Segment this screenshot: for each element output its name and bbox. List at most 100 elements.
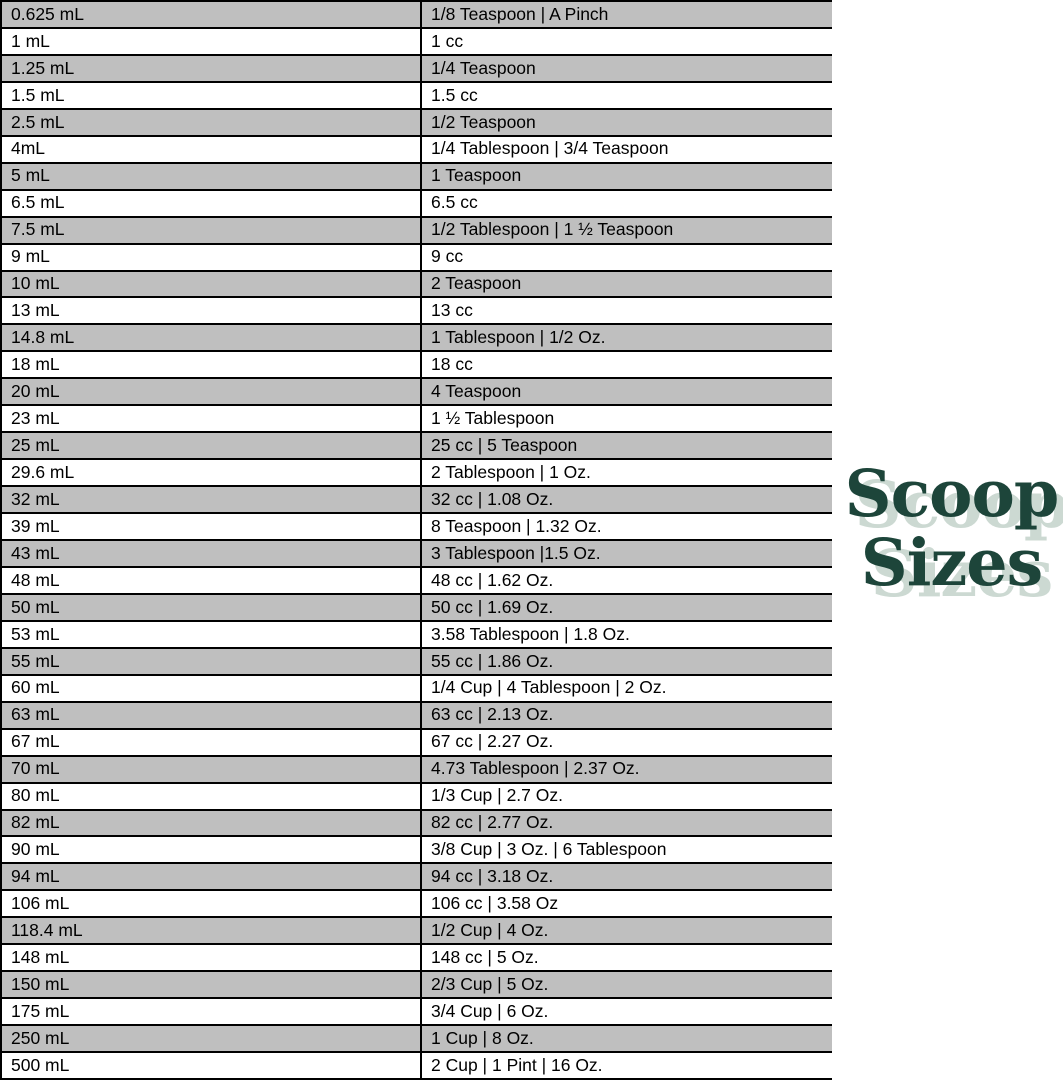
table-row: 80 mL 1/3 Cup | 2.7 Oz. [2,783,832,811]
metric-volume-cell: 148 mL [11,946,70,967]
equivalent-cell: 67 cc | 2.27 Oz. [420,729,832,755]
metric-volume-cell: 2.5 mL [11,111,65,132]
table-row: 118.4 mL 1/2 Cup | 4 Oz. [2,918,832,946]
equivalent-cell: 2/3 Cup | 5 Oz. [420,972,832,998]
metric-volume-cell: 39 mL [11,515,60,536]
table-row: 94 mL 94 cc | 3.18 Oz. [2,864,832,892]
metric-volume-cell: 9 mL [11,246,50,267]
equivalent-cell: 2 Cup | 1 Pint | 16 Oz. [420,1053,832,1078]
equivalent-cell: 6.5 cc [420,190,832,216]
equivalent-cell: 63 cc | 2.13 Oz. [420,702,832,728]
equivalent-cell: 25 cc | 5 Teaspoon [420,433,832,459]
table-row: 9 mL 9 cc [2,244,832,272]
equivalent-cell: 106 cc | 3.58 Oz [420,891,832,917]
metric-volume-cell: 250 mL [11,1027,70,1048]
table-row: 43 mL 3 Tablespoon |1.5 Oz. [2,541,832,568]
table-row: 148 mL 148 cc | 5 Oz. [2,945,832,973]
equivalent-cell: 18 cc [420,352,832,378]
equivalent-cell: 1/2 Cup | 4 Oz. [420,918,832,944]
table-row: 29.6 mL 2 Tablespoon | 1 Oz. [2,460,832,488]
metric-volume-cell: 53 mL [11,623,60,644]
conversion-table: 0.625 mL 1/8 Teaspoon | A Pinch 1 mL 1 cc 1.… [0,0,832,1080]
table-row: 70 mL 4.73 Tablespoon | 2.37 Oz. [2,756,832,784]
table-row: 175 mL 3/4 Cup | 6 Oz. [2,999,832,1027]
table-row: 150 mL 2/3 Cup | 5 Oz. [2,972,832,1000]
table-row: 1 mL 1 cc [2,28,832,56]
table-row: 39 mL 8 Teaspoon | 1.32 Oz. [2,514,832,541]
metric-volume-cell: 25 mL [11,434,60,455]
metric-volume-cell: 63 mL [11,704,60,725]
table-row: 82 mL 82 cc | 2.77 Oz. [2,810,832,838]
equivalent-cell: 3/4 Cup | 6 Oz. [420,999,832,1025]
equivalent-cell: 148 cc | 5 Oz. [420,945,832,971]
metric-volume-cell: 1 mL [11,30,50,51]
metric-volume-cell: 1.25 mL [11,57,75,78]
table-row: 25 mL 25 cc | 5 Teaspoon [2,433,832,461]
equivalent-cell: 94 cc | 3.18 Oz. [420,864,832,890]
metric-volume-cell: 175 mL [11,1000,70,1021]
table-row: 90 mL 3/8 Cup | 3 Oz. | 6 Tablespoon [2,837,832,865]
metric-volume-cell: 43 mL [11,542,60,563]
metric-volume-cell: 13 mL [11,300,60,321]
equivalent-cell: 1 cc [420,28,832,54]
table-row: 10 mL 2 Teaspoon [2,271,832,299]
table-row: 60 mL 1/4 Cup | 4 Tablespoon | 2 Oz. [2,675,832,703]
table-row: 250 mL 1 Cup | 8 Oz. [2,1026,832,1054]
metric-volume-cell: 80 mL [11,785,60,806]
equivalent-cell: 1 Cup | 8 Oz. [420,1026,832,1052]
metric-volume-cell: 5 mL [11,165,50,186]
table-row: 18 mL 18 cc [2,352,832,380]
table-row: 55 mL 55 cc | 1.86 Oz. [2,648,832,676]
metric-volume-cell: 6.5 mL [11,192,65,213]
equivalent-cell: 3 Tablespoon |1.5 Oz. [420,541,832,566]
equivalent-cell: 1/2 Teaspoon [420,109,832,135]
equivalent-cell: 2 Tablespoon | 1 Oz. [420,460,832,486]
equivalent-cell: 1.5 cc [420,82,832,108]
equivalent-cell: 9 cc [420,244,832,270]
metric-volume-cell: 90 mL [11,839,60,860]
table-row: 48 mL 48 cc | 1.62 Oz. [2,567,832,595]
equivalent-cell: 1 ½ Tablespoon [420,406,832,432]
equivalent-cell: 2 Teaspoon [420,271,832,297]
equivalent-cell: 4.73 Tablespoon | 2.37 Oz. [420,756,832,782]
table-row: 0.625 mL 1/8 Teaspoon | A Pinch [2,2,832,29]
table-row: 6.5 mL 6.5 cc [2,190,832,218]
logo-word-sizes: Sizes [860,525,1044,601]
metric-volume-cell: 14.8 mL [11,327,75,348]
table-row: 14.8 mL 1 Tablespoon | 1/2 Oz. [2,325,832,353]
table-row: 500 mL 2 Cup | 1 Pint | 16 Oz. [2,1053,832,1080]
table-row: 67 mL 67 cc | 2.27 Oz. [2,729,832,757]
scoop-sizes-logo: Scoop Sizes [840,460,1063,598]
equivalent-cell: 32 cc | 1.08 Oz. [420,487,832,513]
equivalent-cell: 1/4 Tablespoon | 3/4 Teaspoon [420,136,832,162]
equivalent-cell: 50 cc | 1.69 Oz. [420,594,832,620]
table-row: 4mL 1/4 Tablespoon | 3/4 Teaspoon [2,136,832,164]
metric-volume-cell: 32 mL [11,488,60,509]
equivalent-cell: 1/4 Cup | 4 Tablespoon | 2 Oz. [420,675,832,701]
metric-volume-cell: 1.5 mL [11,84,65,105]
equivalent-cell: 3/8 Cup | 3 Oz. | 6 Tablespoon [420,837,832,863]
metric-volume-cell: 82 mL [11,812,60,833]
equivalent-cell: 4 Teaspoon [420,379,832,405]
equivalent-cell: 1 Tablespoon | 1/2 Oz. [420,325,832,351]
metric-volume-cell: 50 mL [11,596,60,617]
table-row: 53 mL 3.58 Tablespoon | 1.8 Oz. [2,621,832,649]
metric-volume-cell: 106 mL [11,893,70,914]
metric-volume-cell: 10 mL [11,273,60,294]
equivalent-cell: 1 Teaspoon [420,163,832,189]
metric-volume-cell: 500 mL [11,1054,70,1075]
table-row: 2.5 mL 1/2 Teaspoon [2,109,832,137]
equivalent-cell: 13 cc [420,298,832,324]
equivalent-cell: 82 cc | 2.77 Oz. [420,810,832,836]
equivalent-cell: 55 cc | 1.86 Oz. [420,648,832,674]
table-row: 63 mL 63 cc | 2.13 Oz. [2,702,832,730]
metric-volume-cell: 48 mL [11,569,60,590]
table-row: 23 mL 1 ½ Tablespoon [2,406,832,434]
equivalent-cell: 1/3 Cup | 2.7 Oz. [420,783,832,809]
metric-volume-cell: 4mL [11,138,46,159]
metric-volume-cell: 55 mL [11,650,60,671]
equivalent-cell: 8 Teaspoon | 1.32 Oz. [420,514,832,539]
table-row: 1.25 mL 1/4 Teaspoon [2,55,832,83]
table-row: 106 mL 106 cc | 3.58 Oz [2,891,832,919]
metric-volume-cell: 70 mL [11,758,60,779]
